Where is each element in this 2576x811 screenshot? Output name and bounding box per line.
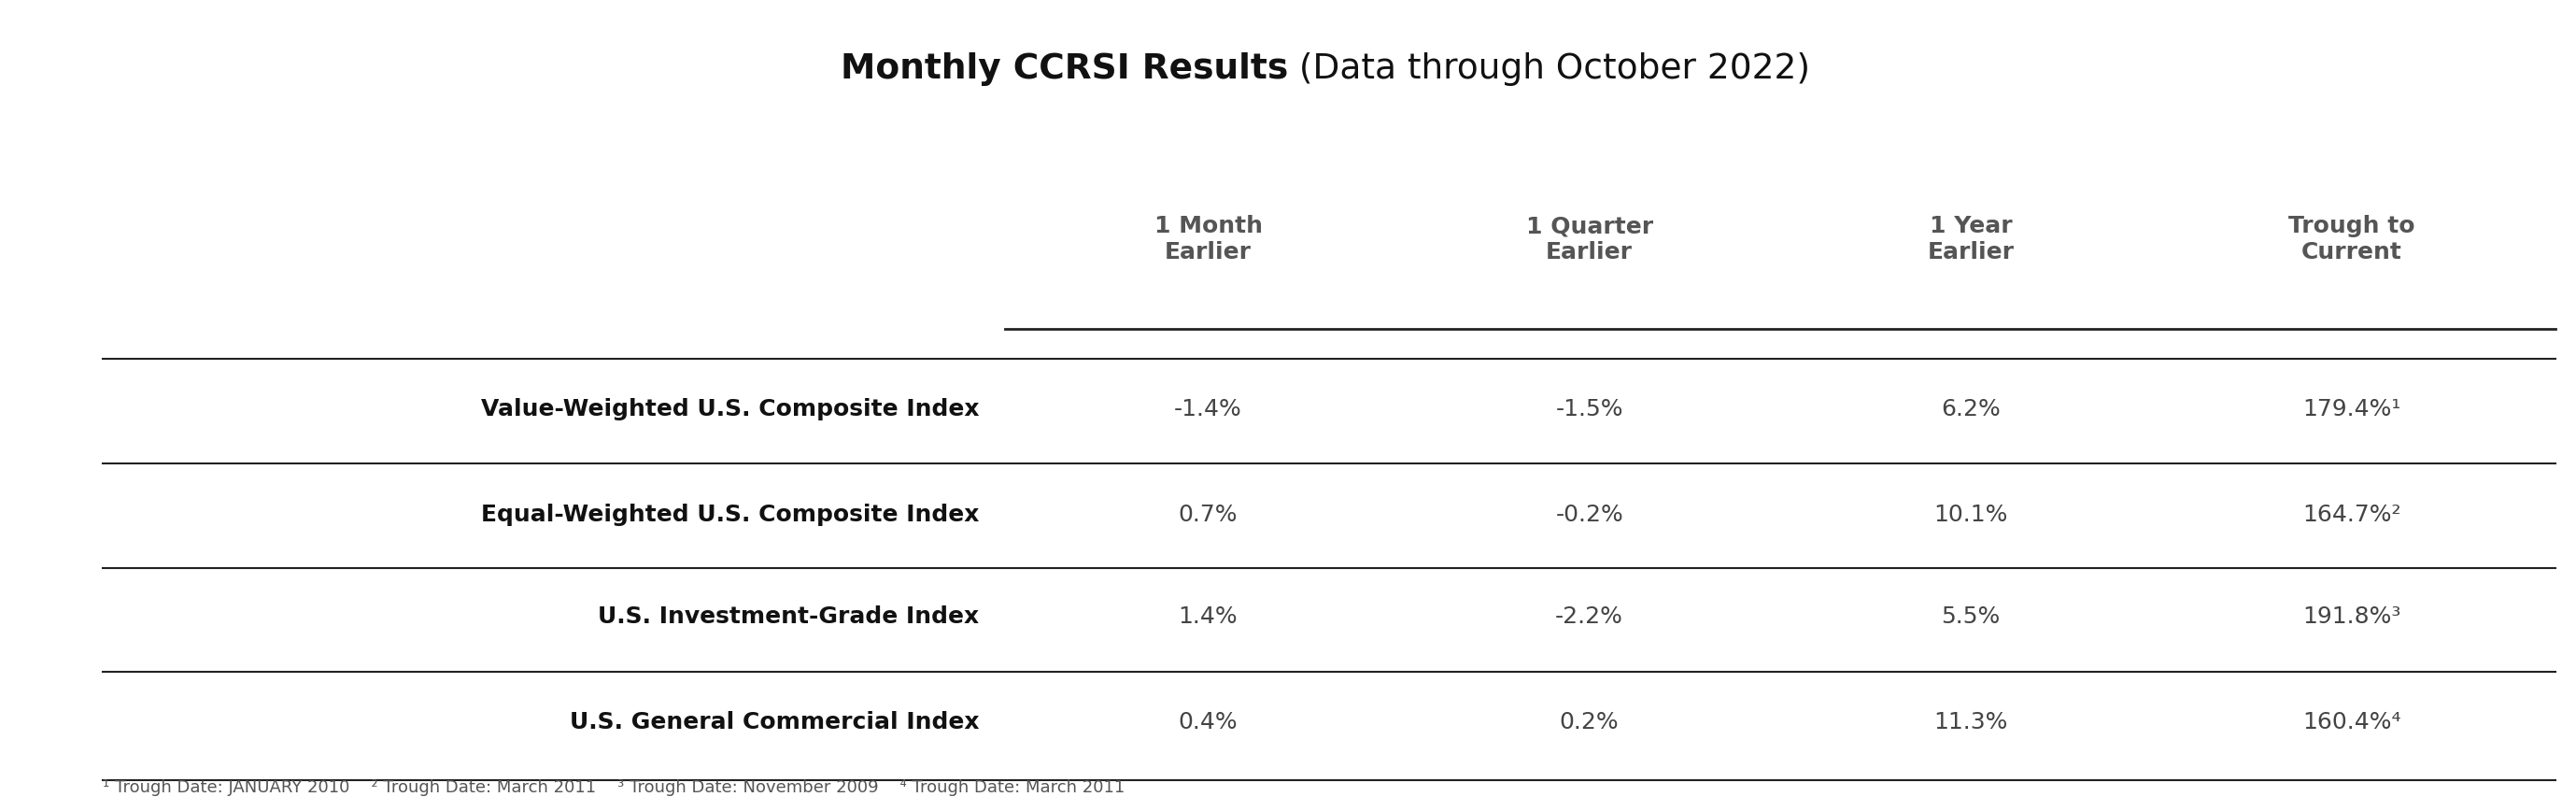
- Text: U.S. General Commercial Index: U.S. General Commercial Index: [569, 710, 979, 733]
- Text: 5.5%: 5.5%: [1942, 605, 1999, 628]
- Text: -1.5%: -1.5%: [1556, 398, 1623, 421]
- Text: 160.4%⁴: 160.4%⁴: [2303, 710, 2401, 733]
- Text: 0.2%: 0.2%: [1558, 710, 1620, 733]
- Text: Value-Weighted U.S. Composite Index: Value-Weighted U.S. Composite Index: [482, 398, 979, 421]
- Text: -2.2%: -2.2%: [1556, 605, 1623, 628]
- Text: 10.1%: 10.1%: [1935, 504, 2007, 526]
- Text: 0.4%: 0.4%: [1177, 710, 1239, 733]
- Text: 1 Year
Earlier: 1 Year Earlier: [1927, 215, 2014, 264]
- Text: 6.2%: 6.2%: [1940, 398, 2002, 421]
- Text: ¹ Trough Date: JANUARY 2010    ² Trough Date: March 2011    ³ Trough Date: Novem: ¹ Trough Date: JANUARY 2010 ² Trough Dat…: [103, 779, 1126, 796]
- Text: -0.2%: -0.2%: [1556, 504, 1623, 526]
- Text: 1.4%: 1.4%: [1177, 605, 1239, 628]
- Text: U.S. Investment-Grade Index: U.S. Investment-Grade Index: [598, 605, 979, 628]
- Text: (Data through October 2022): (Data through October 2022): [1288, 53, 1811, 86]
- Text: 164.7%²: 164.7%²: [2303, 504, 2401, 526]
- Text: Equal-Weighted U.S. Composite Index: Equal-Weighted U.S. Composite Index: [482, 504, 979, 526]
- Text: 191.8%³: 191.8%³: [2303, 605, 2401, 628]
- Text: 11.3%: 11.3%: [1935, 710, 2007, 733]
- Text: Trough to
Current: Trough to Current: [2287, 215, 2416, 264]
- Text: -1.4%: -1.4%: [1175, 398, 1242, 421]
- Text: 0.7%: 0.7%: [1177, 504, 1239, 526]
- Text: 1 Quarter
Earlier: 1 Quarter Earlier: [1525, 215, 1654, 264]
- Text: 179.4%¹: 179.4%¹: [2303, 398, 2401, 421]
- Text: 1 Month
Earlier: 1 Month Earlier: [1154, 215, 1262, 264]
- Text: Monthly CCRSI Results: Monthly CCRSI Results: [840, 53, 1288, 86]
